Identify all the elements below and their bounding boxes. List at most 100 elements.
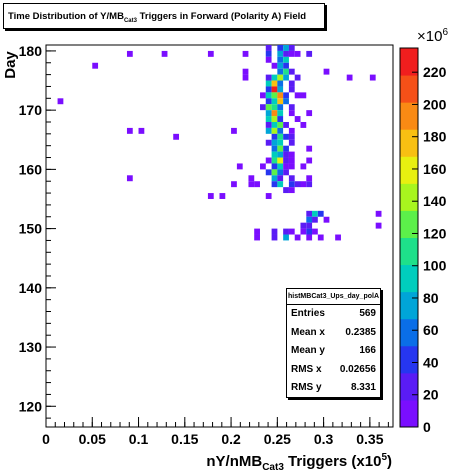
z-tick-label: 80 xyxy=(423,290,439,306)
color-scale-band xyxy=(400,372,418,401)
heatmap-cell xyxy=(265,56,272,63)
heatmap-cell xyxy=(283,133,289,140)
heatmap-cell xyxy=(288,151,295,158)
heatmap-cell xyxy=(312,228,318,235)
heatmap-cell xyxy=(265,127,272,134)
heatmap-cell xyxy=(283,98,289,105)
color-scale-band xyxy=(400,102,418,130)
stats-label: Mean x xyxy=(291,326,325,338)
chart-title: Time Distribution of Υ/MBCat3 Triggers i… xyxy=(3,3,325,29)
heatmap-cell xyxy=(288,127,295,134)
heatmap-cell xyxy=(300,163,307,170)
heatmap-cell xyxy=(375,222,382,229)
color-scale-band xyxy=(400,318,418,347)
y-tick-label: 120 xyxy=(19,398,43,414)
chart-title-main: Time Distribution of Υ/MB xyxy=(8,11,124,22)
heatmap-cell xyxy=(271,104,278,111)
heatmap-cell xyxy=(306,216,313,223)
color-scale-band xyxy=(400,210,418,238)
heatmap-cell xyxy=(277,139,284,146)
heatmap-cell xyxy=(265,157,272,164)
heatmap-cell xyxy=(306,210,313,217)
heatmap-cell xyxy=(138,127,145,134)
heatmap-cell xyxy=(277,56,284,63)
y-axis-label: Day xyxy=(2,51,19,79)
heatmap-cell xyxy=(288,157,295,164)
heatmap-cell xyxy=(265,45,272,51)
heatmap-cell xyxy=(306,228,313,235)
stats-label: Entries xyxy=(291,308,325,319)
heatmap-cell xyxy=(271,228,278,235)
heatmap-cell xyxy=(271,175,278,182)
y-tick-label: 170 xyxy=(19,102,43,118)
heatmap-cell xyxy=(277,169,284,176)
heatmap-cell xyxy=(265,121,272,128)
heatmap-cell xyxy=(271,181,278,188)
heatmap-cell xyxy=(283,228,289,235)
heatmap-cell xyxy=(271,98,278,105)
heatmap-cell xyxy=(306,234,313,241)
heatmap-cell xyxy=(300,228,307,235)
heatmap-cell xyxy=(277,80,284,87)
heatmap-cell xyxy=(271,157,278,164)
heatmap-cell xyxy=(277,62,284,69)
z-tick-label: 200 xyxy=(423,96,447,112)
heatmap-cell xyxy=(271,92,278,99)
heatmap-cell xyxy=(306,181,313,188)
heatmap-cell xyxy=(265,98,272,105)
heatmap-cell xyxy=(306,50,313,57)
heatmap-cell xyxy=(277,45,284,51)
heatmap-cell xyxy=(323,68,330,75)
y-tick-label: 130 xyxy=(19,339,43,355)
y-axis: 120 130 140 150 160 170 180 xyxy=(19,43,56,419)
heatmap-cell xyxy=(283,68,289,75)
stats-row-rms-x: RMS x 0.02656 xyxy=(287,361,380,380)
heatmap-cell xyxy=(254,234,260,241)
heatmap-cell xyxy=(271,163,278,170)
z-tick-label: 40 xyxy=(423,354,439,370)
heatmap-cell xyxy=(271,110,278,117)
x-tick-label: 0.25 xyxy=(264,431,291,447)
z-axis-multiplier: ×106 xyxy=(417,27,448,45)
heatmap-cell xyxy=(306,145,313,152)
heatmap-cell xyxy=(317,234,324,241)
heatmap-cell xyxy=(265,92,272,99)
heatmap-cell xyxy=(283,169,289,176)
heatmap-cell xyxy=(271,169,278,176)
heatmap-cell xyxy=(300,92,307,99)
stats-value: 0.2385 xyxy=(345,326,376,338)
heatmap-cell xyxy=(265,86,272,93)
stats-box: histMBCat3_Ups_day_polA Entries 569 Mean… xyxy=(286,288,381,398)
heatmap-cell xyxy=(317,210,324,217)
heatmap-cell xyxy=(283,187,289,194)
heatmap-cell xyxy=(283,45,289,51)
heatmap-cell xyxy=(288,163,295,170)
heatmap-cell xyxy=(288,110,295,117)
heatmap-cell xyxy=(277,86,284,93)
heatmap-cell xyxy=(323,216,330,223)
heatmap-cell xyxy=(283,157,289,164)
x-tick-label: 0.35 xyxy=(356,431,383,447)
heatmap-cell xyxy=(277,133,284,140)
heatmap-cell xyxy=(219,193,226,199)
z-tick-label: 180 xyxy=(423,129,447,145)
z-tick-label: 20 xyxy=(423,387,439,403)
color-scale: 0 20 40 60 80 100 120 140 160 180 200 220 xyxy=(399,47,447,435)
heatmap-cell xyxy=(283,62,289,69)
z-tick-label: 160 xyxy=(423,161,447,177)
x-tick-label: 0.2 xyxy=(221,431,241,447)
color-scale-band xyxy=(400,129,418,157)
y-tick-label: 160 xyxy=(19,161,43,177)
color-scale-band xyxy=(400,345,418,374)
heatmap-cell xyxy=(277,110,284,117)
heatmap-cell xyxy=(161,50,168,57)
color-scale-band xyxy=(400,156,418,184)
heatmap-cell xyxy=(283,163,289,170)
chart-title-rest: Triggers in Forward (Polarity A) Field xyxy=(136,11,307,22)
stats-title: histMBCat3_Ups_day_polA xyxy=(287,289,380,305)
heatmap-cell xyxy=(254,228,260,235)
heatmap-cell xyxy=(288,187,295,194)
heatmap-cell xyxy=(277,151,284,158)
heatmap-cell xyxy=(126,127,133,134)
x-tick-label: 0.3 xyxy=(314,431,334,447)
